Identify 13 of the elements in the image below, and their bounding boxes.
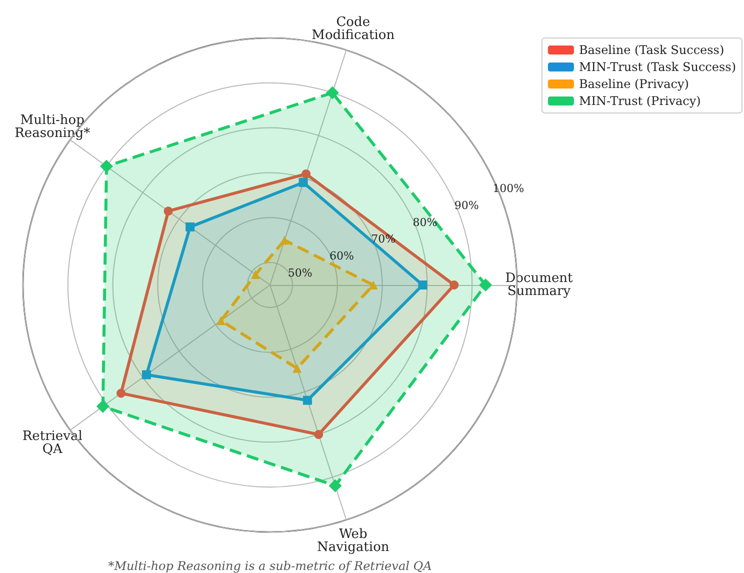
legend-label: Baseline (Privacy) — [578, 77, 689, 91]
spoke-label: Code Modification — [312, 15, 396, 44]
spoke-label: Multi-hop Reasoning* — [14, 112, 91, 141]
legend-label: MIN-Trust (Task Success) — [578, 60, 736, 74]
legend-label: MIN-Trust (Privacy) — [578, 94, 701, 108]
spoke-label: Web Navigation — [316, 526, 390, 555]
text: *Multi-hop Reasoning is a sub-metric of Retrieval QA — [108, 559, 432, 573]
spoke-label: Document Summary — [505, 271, 574, 299]
legend-label: Baseline (Task Success) — [578, 43, 724, 57]
y-tick-label: 50% — [288, 266, 312, 280]
y-tick-label: 60% — [330, 250, 354, 263]
y-tick-label: 90% — [454, 199, 479, 212]
y-tick-label: 100% — [492, 182, 524, 196]
